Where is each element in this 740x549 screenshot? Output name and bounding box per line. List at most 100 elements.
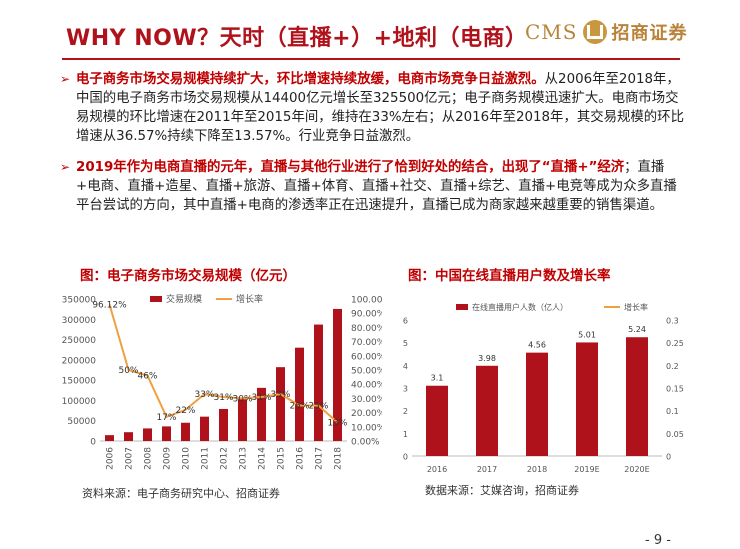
title-divider bbox=[62, 58, 680, 60]
bar bbox=[181, 422, 190, 441]
y-tick-label: 0 bbox=[403, 453, 408, 462]
x-tick-label: 2015 bbox=[277, 447, 287, 470]
y-tick-label: 200000 bbox=[62, 356, 97, 366]
ecommerce-chart: 0 50000 100000 150000 200000 250000 300000 3500… bbox=[62, 293, 382, 470]
bar bbox=[143, 428, 152, 441]
y2-tick-label: 80.00% bbox=[351, 324, 382, 334]
right-chart-source: 数据来源：艾媒咨询，招商证券 bbox=[425, 484, 579, 497]
y2-tick-label: 0 bbox=[666, 453, 671, 462]
line-value-label: 31% bbox=[213, 393, 233, 403]
logo-cn-text: 招商证券 bbox=[611, 23, 688, 44]
y2-tick-label: 60.00% bbox=[351, 352, 382, 362]
x-tick-label: 2016 bbox=[296, 447, 306, 470]
line-value-label: 13% bbox=[327, 419, 347, 429]
y-tick-label: 50000 bbox=[67, 417, 96, 427]
y-tick-label: 300000 bbox=[62, 316, 97, 326]
line-value-label: 30% bbox=[232, 394, 252, 404]
y-tick-label: 1 bbox=[403, 430, 408, 439]
y2-tick-label: 0.00% bbox=[351, 438, 380, 448]
bar bbox=[162, 426, 171, 441]
live-streaming-chart: 0 1 2 3 4 5 6 0 0.05 0.1 0.15 0.2 0.25 0.3 3.1 3.98 4.56… bbox=[403, 302, 684, 474]
paragraph-1-highlight: 电子商务市场交易规模持续扩大，环比增速持续放缓，电商市场竞争日益激烈。 bbox=[76, 72, 545, 87]
bar bbox=[276, 367, 285, 441]
bar bbox=[219, 408, 228, 441]
x-tick-label: 2014 bbox=[258, 447, 268, 470]
bar bbox=[526, 352, 548, 456]
y2-tick-label: 50.00% bbox=[351, 367, 382, 377]
x-tick-label: 2010 bbox=[182, 447, 192, 470]
bar bbox=[476, 365, 498, 456]
legend-bar-label: 在线直播用户人数（亿人） bbox=[472, 302, 568, 312]
y2-tick-label: 0.25 bbox=[666, 339, 684, 348]
bar-value-label: 5.01 bbox=[578, 330, 596, 339]
slide-header: WHY NOW？天时（直播+）+地利（电商） CMS 招商证券 bbox=[0, 0, 740, 60]
left-chart-title: 图：电子商务市场交易规模（亿元） bbox=[80, 268, 296, 284]
company-logo: CMS 招商证券 bbox=[525, 17, 687, 47]
line-value-label: 46% bbox=[137, 372, 157, 382]
x-tick-label: 2012 bbox=[220, 447, 230, 470]
x-tick-label: 2017 bbox=[477, 465, 497, 474]
y-tick-label: 0 bbox=[90, 438, 96, 448]
bar bbox=[426, 385, 448, 456]
y-tick-label: 100000 bbox=[62, 397, 97, 407]
y-tick-label: 3 bbox=[403, 385, 408, 394]
bar bbox=[576, 342, 598, 456]
line-value-label: 22% bbox=[175, 406, 195, 416]
y2-tick-label: 100.00% bbox=[351, 296, 382, 306]
x-tick-label: 2020E bbox=[624, 465, 649, 474]
paragraph-2: ➢ 2019年作为电商直播的元年，直播与其他行业进行了恰到好处的结合，出现了“直… bbox=[60, 158, 685, 215]
y2-tick-label: 0.05 bbox=[666, 430, 684, 439]
y2-tick-label: 90.00% bbox=[351, 310, 382, 320]
line-value-label: 50% bbox=[118, 366, 138, 376]
y2-tick-label: 0.3 bbox=[666, 317, 679, 326]
x-tick-label: 2018 bbox=[334, 447, 344, 470]
right-chart-title: 图：中国在线直播用户数及增长率 bbox=[408, 268, 611, 284]
legend-line-label: 增长率 bbox=[236, 293, 263, 305]
logo-text: CMS bbox=[525, 20, 578, 44]
line-value-label: 33% bbox=[194, 390, 214, 400]
left-chart-source: 资料来源：电子商务研究中心、招商证券 bbox=[82, 487, 280, 500]
paragraph-2-body: ；直播+电商、直播+造星、直播+旅游、直播+体育、直播+社交、直播+综艺、直播+… bbox=[76, 160, 677, 213]
line-value-label: 33% bbox=[270, 390, 290, 400]
bullet-arrow-icon: ➢ bbox=[60, 160, 71, 174]
line-value-label: 25% bbox=[289, 402, 309, 412]
x-tick-label: 2011 bbox=[201, 447, 211, 470]
bar-value-label: 5.24 bbox=[628, 325, 646, 334]
y2-tick-label: 20.00% bbox=[351, 409, 382, 419]
bar-value-label: 3.1 bbox=[431, 374, 444, 383]
bar bbox=[200, 416, 209, 441]
bar bbox=[333, 308, 342, 441]
growth-rate-line bbox=[108, 304, 339, 424]
x-tick-label: 2006 bbox=[106, 447, 116, 470]
x-tick-label: 2009 bbox=[163, 447, 173, 470]
paragraph-2-highlight: 2019年作为电商直播的元年，直播与其他行业进行了恰到好处的结合，出现了“直播+… bbox=[76, 160, 625, 175]
y-tick-label: 2 bbox=[403, 407, 408, 416]
legend-bar-label: 交易规模 bbox=[166, 293, 202, 305]
y-tick-label: 350000 bbox=[62, 296, 97, 306]
bar bbox=[295, 347, 304, 441]
bar bbox=[124, 432, 133, 441]
y-tick-label: 5 bbox=[403, 339, 408, 348]
line-value-label: 31% bbox=[251, 393, 271, 403]
line-value-label: 17% bbox=[156, 413, 176, 423]
bar-value-label: 3.98 bbox=[478, 354, 496, 363]
y-tick-label: 250000 bbox=[62, 336, 97, 346]
y2-tick-label: 0.2 bbox=[666, 362, 679, 371]
bullet-arrow-icon: ➢ bbox=[60, 72, 71, 86]
page-title: WHY NOW？天时（直播+）+地利（电商） bbox=[66, 26, 528, 51]
y-tick-label: 6 bbox=[403, 317, 408, 326]
x-tick-label: 2016 bbox=[427, 465, 447, 474]
x-tick-label: 2007 bbox=[125, 447, 135, 470]
line-value-label: 25% bbox=[308, 402, 328, 412]
bar bbox=[626, 337, 648, 456]
y2-tick-label: 10.00% bbox=[351, 423, 382, 433]
y-tick-label: 4 bbox=[403, 362, 408, 371]
x-tick-label: 2019E bbox=[574, 465, 599, 474]
x-tick-label: 2017 bbox=[315, 447, 325, 470]
legend-line-label: 增长率 bbox=[624, 302, 648, 312]
legend-bar-swatch bbox=[456, 304, 468, 310]
y2-tick-label: 0.1 bbox=[666, 407, 679, 416]
y2-tick-label: 70.00% bbox=[351, 338, 382, 348]
y-tick-label: 150000 bbox=[62, 377, 97, 387]
logo-mark-icon bbox=[583, 20, 608, 44]
